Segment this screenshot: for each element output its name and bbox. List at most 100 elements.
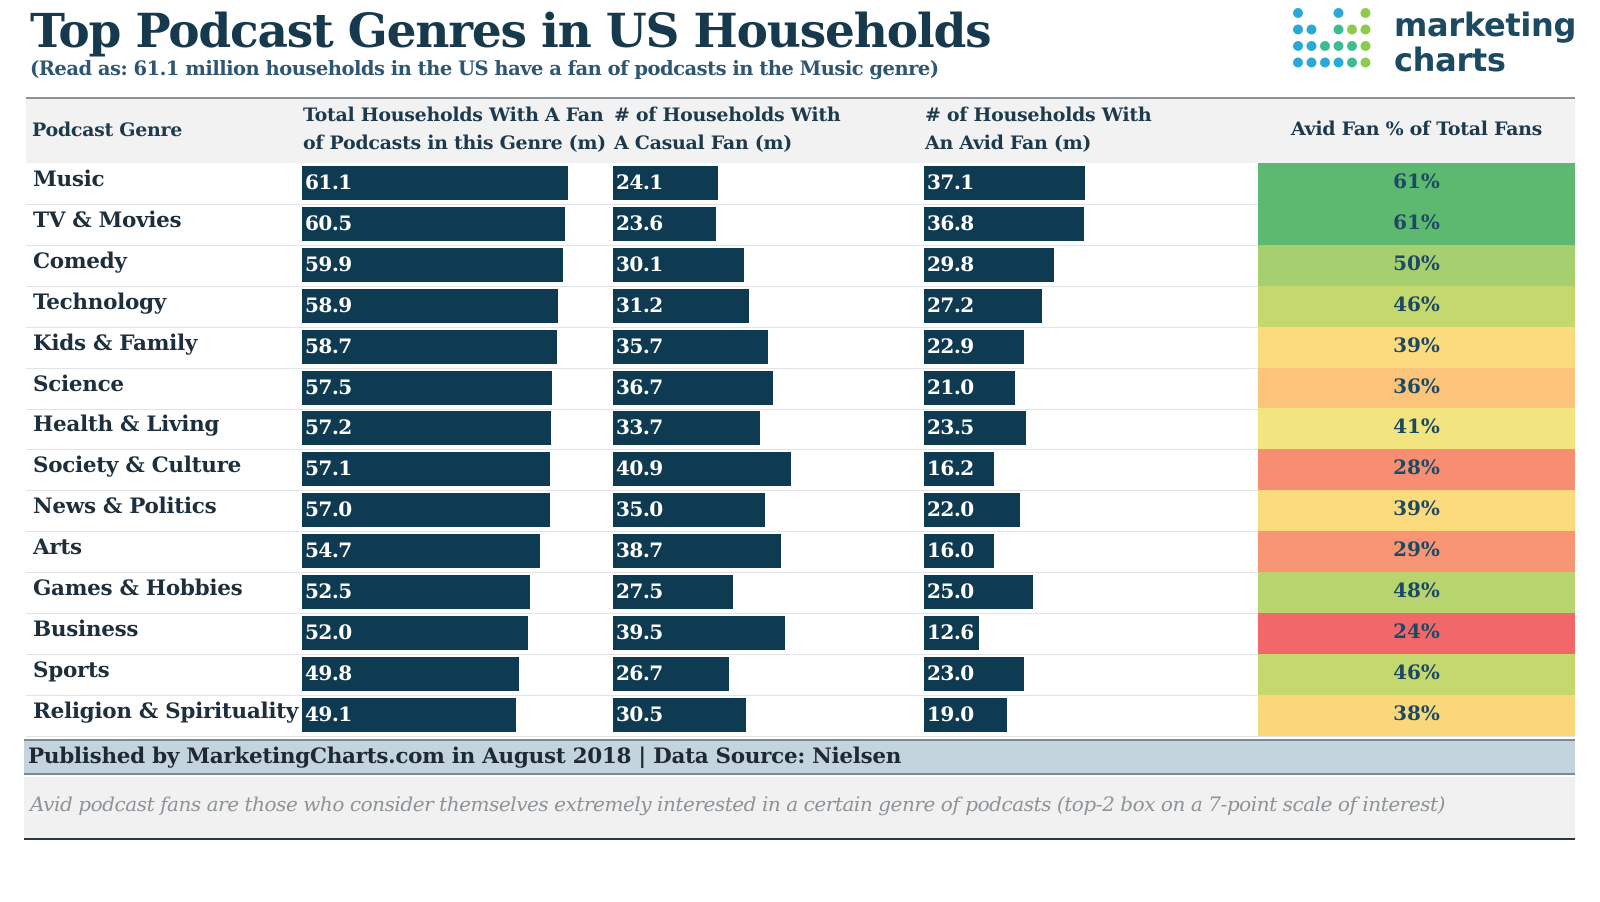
table-row: Health & Living 57.2 33.7 23.5 41%	[26, 408, 1575, 451]
bar-value-avid: 36.8	[927, 210, 974, 235]
bar-total: 49.1	[302, 697, 516, 732]
table-top-rule	[26, 97, 1575, 99]
bar-total: 52.0	[302, 615, 529, 650]
header-total-line2: of Podcasts in this Genre (m)	[303, 132, 606, 154]
bar-casual: 30.1	[613, 247, 744, 282]
bar-avid: 36.8	[924, 206, 1085, 241]
table-row: Science 57.5 36.7 21.0 36%	[26, 367, 1575, 410]
heat-cell: 41%	[1258, 408, 1575, 450]
table-row: Sports 49.8 26.7 23.0 46%	[26, 653, 1575, 696]
bar-value-avid: 23.5	[927, 415, 974, 440]
bar-value-casual: 35.7	[616, 333, 663, 358]
logo-dot	[1347, 24, 1357, 35]
bar-value-casual: 35.0	[616, 497, 663, 522]
row-divider	[26, 531, 1575, 533]
heat-cell: 46%	[1258, 653, 1575, 695]
bar-value-total: 60.5	[305, 210, 352, 235]
bar-casual: 33.7	[613, 411, 760, 446]
logo-dot	[1306, 41, 1317, 51]
bar-total: 49.8	[302, 656, 519, 691]
genre-label: Games & Hobbies	[33, 576, 243, 601]
header-avid-line2: An Avid Fan (m)	[925, 132, 1092, 154]
bar-value-casual: 24.1	[616, 170, 663, 194]
bar-avid: 22.0	[924, 493, 1020, 528]
bar-value-casual: 40.9	[616, 456, 663, 481]
logo-dot	[1293, 57, 1303, 68]
bar-casual: 30.5	[613, 697, 746, 732]
heat-cell: 39%	[1258, 326, 1575, 368]
bar-casual: 40.9	[613, 452, 791, 487]
row-divider	[26, 572, 1575, 574]
bar-avid: 22.9	[924, 329, 1024, 364]
bar-value-casual: 33.7	[616, 415, 663, 440]
bar-avid: 16.2	[924, 452, 995, 487]
chart-subtitle: (Read as: 61.1 million households in the…	[30, 57, 939, 80]
header-casual-line2: A Casual Fan (m)	[614, 132, 792, 154]
logo-dot	[1320, 57, 1330, 68]
bar-total: 61.1	[302, 166, 568, 200]
bar-value-avid: 22.0	[927, 497, 974, 522]
table-header-row: Podcast Genre Total Households With A Fa…	[26, 99, 1575, 163]
data-table: Podcast Genre Total Households With A Fa…	[26, 97, 1575, 749]
bar-total: 57.2	[302, 411, 551, 446]
genre-label: Technology	[33, 289, 166, 315]
row-divider	[26, 244, 1575, 246]
bar-casual: 35.7	[613, 329, 769, 364]
heat-cell: 28%	[1258, 449, 1575, 491]
row-divider	[26, 326, 1575, 328]
bar-value-total: 59.9	[305, 251, 352, 276]
logo-dot	[1293, 8, 1303, 18]
bar-total: 52.5	[302, 575, 531, 609]
bar-total: 58.7	[302, 329, 558, 364]
header-casual-line1: # of Households With	[614, 104, 841, 126]
logo-dot	[1333, 24, 1344, 35]
avid-pct-value: 29%	[1393, 537, 1440, 562]
logo-dot	[1333, 41, 1344, 51]
avid-pct-value: 38%	[1393, 700, 1440, 725]
bar-avid: 23.5	[924, 411, 1027, 446]
heat-cell: 29%	[1258, 531, 1575, 573]
avid-pct-value: 39%	[1393, 496, 1440, 521]
logo-dot	[1306, 24, 1317, 35]
bar-total: 57.1	[302, 452, 551, 487]
logo-text-charts: charts	[1394, 41, 1506, 79]
header-avid: # of Households With An Avid Fan (m)	[925, 101, 1152, 157]
header-total-line1: Total Households With A Fan	[303, 104, 604, 126]
bar-value-total: 61.1	[305, 170, 352, 194]
bar-value-casual: 23.6	[616, 210, 663, 235]
avid-pct-value: 46%	[1393, 659, 1440, 684]
heat-cell: 48%	[1258, 572, 1575, 613]
logo-dot	[1347, 41, 1357, 51]
avid-pct-value: 28%	[1393, 455, 1440, 480]
bar-value-total: 49.8	[305, 660, 352, 685]
bar-casual: 23.6	[613, 206, 716, 241]
logo-dot	[1360, 57, 1371, 68]
logo-dot	[1333, 8, 1344, 18]
bar-total: 58.9	[302, 288, 559, 323]
bar-value-avid: 25.0	[927, 579, 974, 603]
header-casual: # of Households With A Casual Fan (m)	[614, 101, 841, 157]
bar-casual: 39.5	[613, 615, 785, 650]
heat-cell: 39%	[1258, 490, 1575, 532]
bar-avid: 25.0	[924, 575, 1033, 609]
heat-cell: 24%	[1258, 612, 1575, 654]
avid-pct-value: 36%	[1393, 373, 1440, 398]
logo-dot	[1360, 41, 1371, 51]
bar-casual: 27.5	[613, 575, 733, 609]
table-row: TV & Movies 60.5 23.6 36.8 61%	[26, 203, 1575, 246]
bar-value-avid: 23.0	[927, 660, 974, 685]
bar-total: 54.7	[302, 534, 540, 569]
bar-avid: 12.6	[924, 615, 979, 650]
avid-pct-value: 48%	[1393, 578, 1440, 602]
table-row: Business 52.0 39.5 12.6 24%	[26, 612, 1575, 655]
bar-value-casual: 36.7	[616, 374, 663, 399]
bar-value-total: 57.5	[305, 374, 352, 399]
bar-value-casual: 30.5	[616, 701, 663, 726]
logo-dot	[1333, 57, 1344, 68]
genre-label: Comedy	[33, 248, 127, 274]
bar-casual: 26.7	[613, 656, 730, 691]
genre-label: Arts	[33, 535, 82, 561]
table-row: Religion & Spirituality 49.1 30.5 19.0 38%	[26, 694, 1575, 737]
row-divider	[26, 367, 1575, 369]
table-row: Kids & Family 58.7 35.7 22.9 39%	[26, 326, 1575, 369]
